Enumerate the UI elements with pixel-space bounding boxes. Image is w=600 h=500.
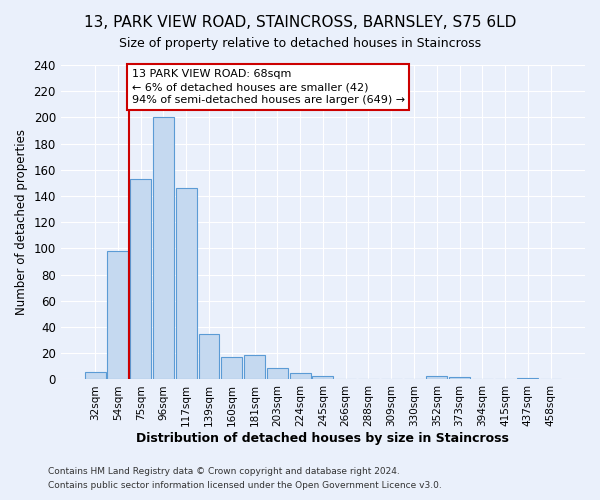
Bar bbox=[244, 354, 265, 380]
Bar bbox=[427, 376, 447, 380]
Text: 13, PARK VIEW ROAD, STAINCROSS, BARNSLEY, S75 6LD: 13, PARK VIEW ROAD, STAINCROSS, BARNSLEY… bbox=[84, 15, 516, 30]
X-axis label: Distribution of detached houses by size in Staincross: Distribution of detached houses by size … bbox=[136, 432, 509, 445]
Text: Size of property relative to detached houses in Staincross: Size of property relative to detached ho… bbox=[119, 38, 481, 51]
Bar bbox=[85, 372, 106, 380]
Bar bbox=[449, 377, 470, 380]
Bar bbox=[290, 373, 311, 380]
Bar bbox=[313, 376, 334, 380]
Text: Contains HM Land Registry data © Crown copyright and database right 2024.
Contai: Contains HM Land Registry data © Crown c… bbox=[48, 468, 442, 489]
Bar bbox=[267, 368, 288, 380]
Bar bbox=[153, 118, 174, 380]
Y-axis label: Number of detached properties: Number of detached properties bbox=[15, 129, 28, 315]
Bar bbox=[517, 378, 538, 380]
Bar bbox=[130, 179, 151, 380]
Bar bbox=[199, 334, 220, 380]
Bar bbox=[176, 188, 197, 380]
Bar bbox=[107, 251, 128, 380]
Bar bbox=[221, 357, 242, 380]
Text: 13 PARK VIEW ROAD: 68sqm
← 6% of detached houses are smaller (42)
94% of semi-de: 13 PARK VIEW ROAD: 68sqm ← 6% of detache… bbox=[131, 69, 404, 106]
